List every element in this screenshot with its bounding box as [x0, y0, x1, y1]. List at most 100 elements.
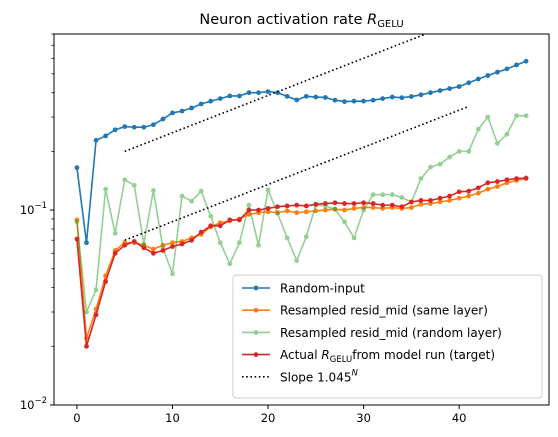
- data-point: [170, 110, 175, 116]
- data-point: [418, 92, 424, 98]
- data-point: [84, 309, 89, 315]
- data-point: [131, 182, 137, 188]
- legend-swatch: [242, 330, 270, 335]
- data-point: [294, 210, 300, 216]
- data-point: [389, 94, 395, 100]
- legend-label: Resampled resid_mid (random layer): [280, 326, 502, 340]
- x-axis: 0 10 20 30 40: [73, 405, 466, 425]
- data-point: [494, 184, 500, 189]
- data-point: [246, 90, 252, 96]
- chart-title: Neuron activation rate RGELU: [199, 12, 403, 30]
- legend-swatch: [242, 285, 270, 291]
- data-point: [303, 234, 309, 240]
- x-tick-label: 30: [356, 411, 371, 425]
- data-point: [284, 203, 290, 209]
- data-point: [485, 180, 491, 186]
- data-point: [456, 84, 462, 89]
- data-point: [122, 124, 128, 129]
- data-point: [265, 209, 271, 215]
- data-point: [380, 202, 386, 208]
- series-4: [124, 34, 470, 241]
- data-point: [380, 96, 386, 102]
- data-point: [227, 217, 233, 223]
- data-point: [408, 94, 414, 99]
- data-point: [466, 148, 472, 154]
- axes-frame: [53, 33, 550, 406]
- data-point: [217, 223, 223, 229]
- data-point: [236, 93, 242, 99]
- data-point: [74, 236, 80, 242]
- data-point: [370, 97, 376, 103]
- legend-item: Slope 1.045N: [242, 368, 358, 384]
- data-point: [418, 201, 424, 207]
- data-point: [294, 97, 300, 103]
- data-point: [208, 98, 214, 104]
- data-point: [342, 207, 347, 213]
- data-point: [485, 186, 491, 192]
- data-point: [514, 62, 519, 68]
- data-point: [447, 86, 453, 91]
- data-point: [256, 90, 261, 96]
- data-point: [150, 246, 156, 252]
- x-tick-label: 10: [165, 411, 180, 425]
- data-point: [351, 201, 357, 206]
- data-point: [284, 208, 290, 214]
- data-point: [236, 217, 242, 223]
- data-point: [93, 287, 99, 293]
- data-point: [437, 161, 443, 167]
- data-point: [475, 190, 481, 196]
- data-point: [514, 176, 519, 181]
- data-point: [284, 93, 290, 99]
- data-point: [322, 95, 328, 100]
- data-point: [399, 204, 405, 210]
- data-point: [523, 58, 529, 64]
- data-point: [265, 187, 271, 193]
- data-point: [160, 116, 166, 122]
- data-point: [351, 98, 357, 104]
- data-point: [303, 203, 309, 209]
- data-point: [103, 186, 109, 192]
- data-point: [74, 165, 80, 171]
- data-point: [112, 127, 118, 133]
- data-point: [475, 126, 481, 132]
- data-point: [313, 201, 319, 207]
- data-point: [332, 200, 338, 206]
- legend-item: Resampled resid_mid (random layer): [242, 326, 502, 340]
- legend-item: Random-input: [242, 282, 365, 296]
- data-point: [361, 207, 367, 213]
- legend-item: Resampled resid_mid (same layer): [242, 304, 488, 318]
- data-point: [103, 133, 109, 139]
- data-point: [447, 198, 453, 203]
- data-point: [275, 204, 281, 210]
- data-point: [179, 241, 185, 247]
- data-point: [256, 242, 261, 248]
- data-point: [84, 343, 89, 349]
- data-point: [351, 235, 357, 241]
- chart-title-main: Neuron activation rate: [199, 12, 367, 28]
- data-point: [504, 131, 510, 137]
- data-point: [189, 237, 195, 243]
- y-tick-label: 10−2: [20, 396, 47, 412]
- data-point: [170, 240, 175, 246]
- data-point: [322, 201, 328, 206]
- data-point: [275, 211, 281, 216]
- data-point: [361, 98, 367, 104]
- data-point: [189, 105, 195, 111]
- data-point: [399, 195, 405, 200]
- data-point: [342, 99, 347, 105]
- data-point: [313, 94, 319, 100]
- data-point: [456, 189, 462, 195]
- data-point: [131, 124, 137, 130]
- data-point: [428, 164, 433, 170]
- data-point: [466, 193, 472, 199]
- data-point: [179, 193, 185, 199]
- data-point: [150, 122, 156, 128]
- chart-title-subscript: GELU: [377, 19, 403, 30]
- data-point: [485, 73, 491, 78]
- data-point: [504, 177, 510, 183]
- legend-label: Random-input: [280, 282, 365, 296]
- data-point: [399, 95, 405, 101]
- legend-label: Slope 1.045N: [280, 368, 358, 384]
- data-point: [236, 240, 242, 246]
